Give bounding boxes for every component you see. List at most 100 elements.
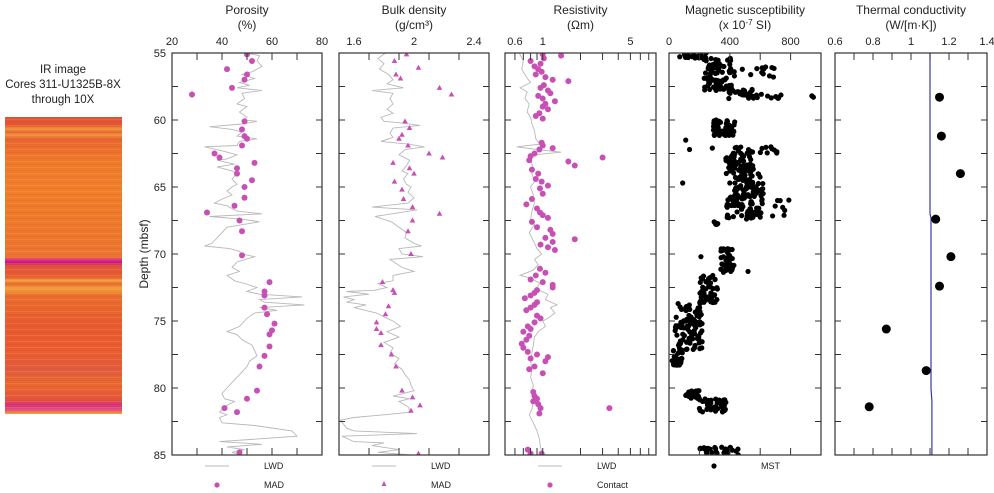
data-point [737, 174, 743, 180]
data-point [749, 149, 755, 155]
data-point [695, 305, 701, 311]
data-point [390, 159, 396, 165]
data-point [921, 366, 931, 376]
data-point [244, 395, 250, 402]
data-point [752, 184, 758, 190]
data-point [391, 58, 398, 64]
data-point [528, 166, 535, 173]
data-point [264, 311, 270, 318]
series-line-lwd [339, 53, 425, 455]
data-point [702, 87, 708, 93]
plot-area [864, 53, 965, 455]
panel-bulk-density: Bulk density(g/cm³) 1.6 2 2.4 LWD MAD [338, 3, 490, 490]
data-point [684, 307, 690, 313]
data-point [725, 450, 731, 455]
data-point [723, 170, 729, 177]
series-line-trend [929, 53, 933, 455]
data-point [544, 182, 551, 189]
data-point [544, 106, 551, 113]
legend-circle-marker [711, 463, 717, 469]
data-point [701, 445, 707, 452]
data-point [436, 84, 443, 90]
data-point [726, 215, 732, 221]
data-point [239, 142, 245, 149]
depth-tick-label: 65 [154, 182, 166, 194]
depth-tick-label: 85 [154, 450, 166, 462]
depth-axis: Depth (mbsf) 55 60 65 70 75 80 85 [137, 48, 166, 462]
data-point [745, 268, 751, 275]
data-point [727, 69, 733, 76]
ir-title-line-3: through 10X [31, 94, 95, 106]
data-point [700, 284, 706, 290]
data-point [727, 253, 733, 259]
data-point [244, 71, 250, 78]
data-point [531, 319, 538, 326]
legend-label: LWD [264, 461, 284, 471]
data-point [527, 58, 534, 65]
data-point [696, 336, 702, 342]
data-point [764, 150, 770, 156]
data-point [536, 410, 543, 417]
data-point [714, 400, 720, 406]
data-point [385, 303, 392, 309]
data-point [535, 170, 542, 177]
data-point [536, 265, 543, 272]
data-point [738, 144, 744, 150]
data-point [881, 324, 891, 334]
data-point [697, 300, 703, 307]
data-point [251, 159, 258, 166]
data-point [684, 323, 690, 329]
data-point [405, 228, 411, 234]
data-point [244, 135, 250, 142]
data-point [672, 359, 678, 365]
data-point [726, 262, 732, 268]
data-point [539, 212, 546, 219]
data-point [698, 294, 704, 300]
data-point [409, 394, 416, 400]
legend-label: LWD [597, 461, 617, 471]
legend: LWD MAD [372, 461, 452, 490]
data-point [537, 241, 544, 248]
data-point [737, 166, 743, 172]
data-point [261, 352, 268, 359]
plot-area [516, 53, 613, 455]
data-point [946, 252, 956, 262]
data-point [760, 71, 766, 77]
data-point [403, 53, 410, 57]
data-point [728, 82, 734, 88]
data-point [732, 174, 739, 181]
data-point [774, 197, 781, 204]
x-tick-label: 80 [316, 36, 328, 48]
plot-area [189, 53, 305, 455]
data-point [702, 70, 709, 76]
x-tick-label: 1.4 [979, 36, 994, 48]
data-point [699, 328, 705, 334]
data-point [711, 118, 717, 124]
data-point [746, 154, 753, 160]
data-point [388, 351, 395, 357]
data-point [606, 405, 613, 412]
data-point [266, 279, 273, 286]
data-point [239, 252, 245, 259]
panel-unit: (g/cm³) [395, 18, 433, 32]
data-point [520, 328, 527, 335]
data-point [266, 331, 273, 338]
data-point [732, 180, 738, 186]
data-point [399, 186, 405, 192]
data-point [558, 53, 565, 59]
data-point [935, 92, 944, 102]
data-point [539, 142, 546, 149]
data-point [731, 170, 737, 176]
data-point [393, 71, 399, 77]
data-point [261, 304, 268, 311]
panel-unit: (x 10-7 SI) [719, 18, 771, 32]
data-point [426, 150, 432, 156]
depth-tick-label: 70 [154, 249, 166, 261]
data-point [755, 205, 761, 211]
data-point [758, 210, 764, 216]
data-point [677, 338, 683, 344]
data-point [698, 254, 704, 260]
data-point [732, 119, 738, 125]
data-point [734, 185, 740, 191]
data-point [254, 387, 260, 394]
